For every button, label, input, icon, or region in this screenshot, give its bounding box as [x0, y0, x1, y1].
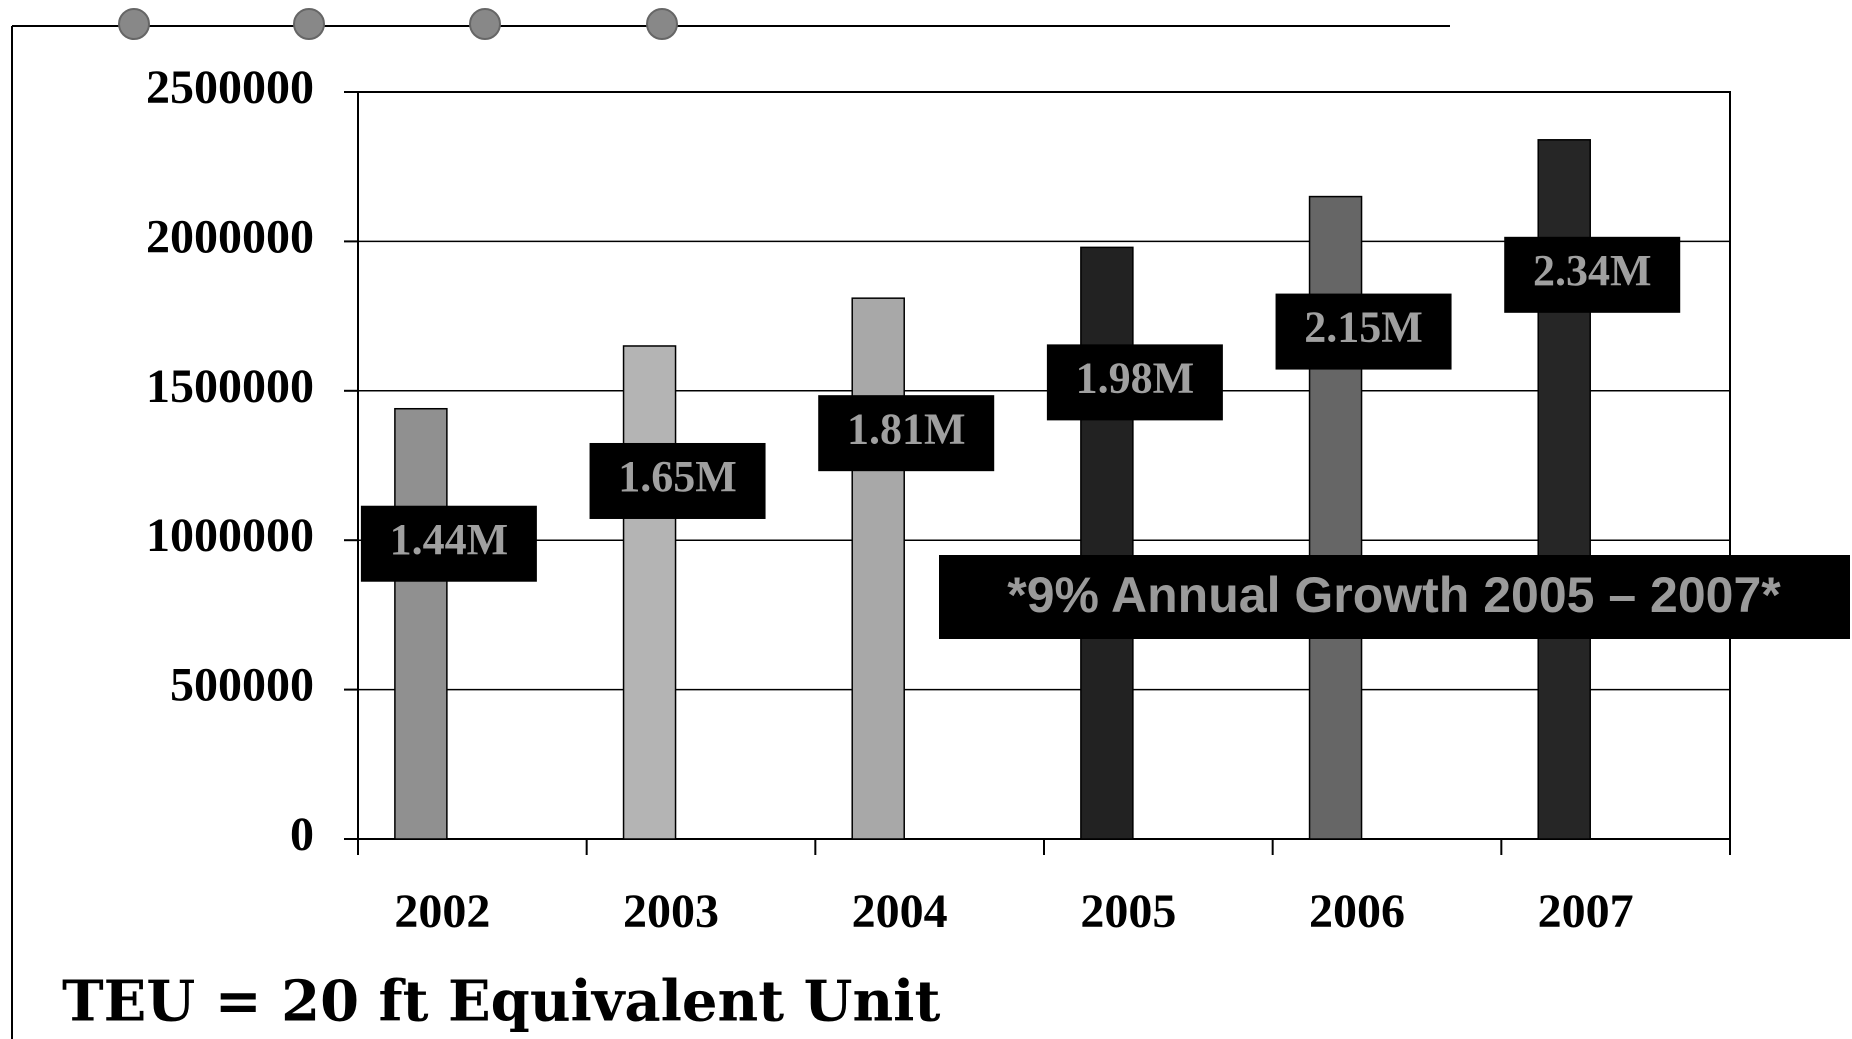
annotation-box [939, 555, 1850, 639]
x-tick-label: 2004 [852, 885, 948, 938]
y-tick-label: 1500000 [146, 360, 314, 413]
bar [394, 407, 448, 840]
x-tick-label: 2007 [1538, 885, 1634, 938]
footnote: TEU = 20 ft Equivalent Unit [62, 969, 940, 1035]
value-label-box [1504, 236, 1681, 313]
value-label: 2.34M [1533, 246, 1652, 295]
x-tick-label: 2002 [394, 885, 490, 938]
plot-area [357, 91, 1731, 840]
x-tick-label: 2003 [623, 885, 719, 938]
value-label: 1.81M [847, 404, 966, 453]
bar [1080, 246, 1134, 840]
decor-dots [118, 8, 678, 40]
value-label: 1.44M [390, 515, 509, 564]
y-tick-label: 2000000 [146, 210, 314, 263]
y-tick-label: 2500000 [146, 61, 314, 114]
value-label-box [360, 505, 537, 582]
value-label: 1.98M [1076, 353, 1195, 402]
y-tick-label: 0 [290, 808, 314, 861]
x-tick-label: 2005 [1080, 885, 1176, 938]
bar [1308, 195, 1363, 840]
bar [851, 297, 905, 840]
bar [622, 345, 677, 840]
value-label-box [818, 395, 995, 472]
value-label: 2.15M [1304, 303, 1423, 352]
value-label-box [1046, 344, 1223, 421]
value-label-box [589, 442, 766, 519]
y-tick-label: 1000000 [146, 509, 314, 562]
y-tick-label: 500000 [170, 659, 314, 712]
value-label: 1.65M [618, 452, 737, 501]
x-tick-label: 2006 [1309, 885, 1405, 938]
annotation: *9% Annual Growth 2005 – 2007* [1007, 567, 1781, 623]
value-label-box [1275, 293, 1452, 370]
